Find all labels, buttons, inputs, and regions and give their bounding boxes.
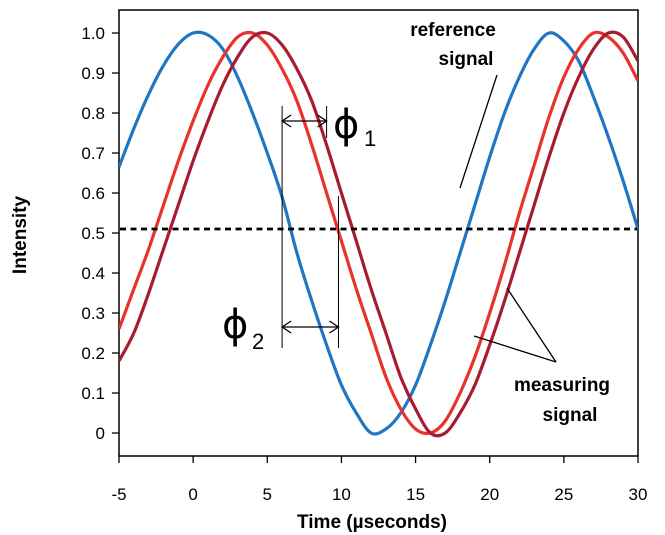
y-tick-label: 0.4	[81, 264, 105, 283]
phi2-arrow-head-right	[329, 320, 340, 334]
y-tick-label: 0.3	[81, 304, 105, 323]
phi1-arrow-head-right	[317, 114, 328, 128]
x-tick-label: 5	[263, 485, 272, 504]
phi1-arrow-head-left	[280, 114, 292, 128]
phi1-symbol: ϕ	[333, 102, 359, 148]
y-axis-title: Intensity	[10, 196, 31, 275]
measuring-leader-2	[506, 287, 557, 363]
reference-label-line1: reference	[410, 20, 496, 41]
y-tick-label: 1.0	[81, 24, 105, 43]
x-tick-label: 25	[554, 485, 573, 504]
phi1-arrow	[280, 114, 328, 128]
phi2-arrow-head-left	[280, 320, 292, 334]
x-tick-label: -5	[111, 485, 126, 504]
measuring-label-line1: measuring	[514, 375, 610, 396]
measuring-label-line2: signal	[543, 405, 598, 426]
x-tick-label: 10	[332, 485, 351, 504]
x-tick-label: 20	[480, 485, 499, 504]
annotation-layer	[280, 74, 557, 363]
phi2-arrow	[280, 320, 340, 334]
y-tick-label: 0.1	[81, 384, 105, 403]
reference-leader	[459, 74, 498, 189]
y-tick-label: 0.5	[81, 224, 105, 243]
y-tick-label: 0.9	[81, 64, 105, 83]
phi2-symbol: ϕ	[222, 302, 248, 348]
y-tick-label: 0	[96, 424, 105, 443]
y-tick-label: 0.2	[81, 344, 105, 363]
y-tick-label: 0.6	[81, 184, 105, 203]
phi1-subscript: 1	[364, 126, 376, 151]
series-line-1	[119, 30, 638, 436]
y-tick-label: 0.8	[81, 104, 105, 123]
phi2-subscript: 2	[252, 329, 264, 354]
x-tick-label: 30	[629, 485, 648, 504]
x-tick-label: 15	[406, 485, 425, 504]
x-tick-label: 0	[188, 485, 197, 504]
x-axis-title: Time (µseconds)	[297, 512, 447, 533]
y-tick-label: 0.7	[81, 144, 105, 163]
ticks-layer: -5 0 5 10 15 20 25 30 0 0.1 0.2 0.3 0.4 0.5 0.6 0.7 0.8 0…	[81, 24, 647, 504]
series-line-2	[119, 30, 638, 438]
measuring-leader-1	[473, 335, 557, 363]
reference-label-line2: signal	[439, 49, 494, 70]
series-line-0	[119, 30, 638, 436]
series-layer	[119, 30, 638, 438]
